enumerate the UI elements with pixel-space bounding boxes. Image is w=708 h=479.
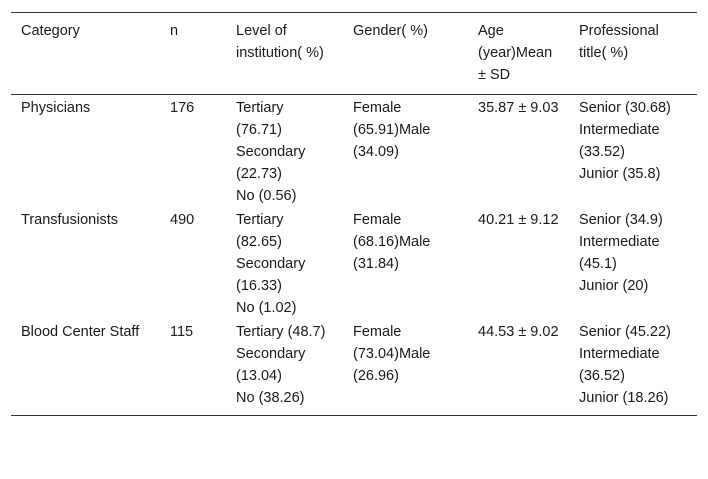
title-senior: Senior (30.68) bbox=[579, 100, 671, 116]
demographics-table: Category n Level of institution( %) Gend… bbox=[11, 12, 697, 416]
level-tertiary: Tertiary (48.7) bbox=[236, 324, 326, 340]
header-level: Level of institution( %) bbox=[226, 12, 343, 95]
title-junior: Junior (20) bbox=[579, 278, 649, 294]
table-row: Blood Center Staff 115 Tertiary (48.7) S… bbox=[11, 320, 697, 416]
level-secondary: Secondary (22.73) bbox=[236, 144, 306, 182]
level-secondary: Secondary (13.04) bbox=[236, 346, 306, 384]
title-junior: Junior (18.26) bbox=[579, 390, 669, 406]
header-title: Professional title( %) bbox=[569, 12, 697, 95]
cell-level: Tertiary (82.65) Secondary (16.33) No (1… bbox=[226, 208, 343, 320]
table-row: Transfusionists 490 Tertiary (82.65) Sec… bbox=[11, 208, 697, 320]
title-junior: Junior (35.8) bbox=[579, 166, 661, 182]
cell-category: Physicians bbox=[21, 100, 91, 116]
cell-title: Senior (45.22) Intermediate (36.52) Juni… bbox=[569, 320, 697, 416]
header-n: n bbox=[160, 12, 226, 95]
table-header-row: Category n Level of institution( %) Gend… bbox=[11, 12, 697, 95]
header-age: Age (year)Mean ± SD bbox=[468, 12, 569, 95]
level-tertiary: Tertiary (82.65) bbox=[236, 212, 284, 250]
cell-n: 176 bbox=[170, 100, 195, 116]
level-no: No (0.56) bbox=[236, 188, 297, 204]
level-secondary: Secondary (16.33) bbox=[236, 256, 306, 294]
cell-level: Tertiary (76.71) Secondary (22.73) No (0… bbox=[226, 95, 343, 209]
cell-age: 40.21 ± 9.12 bbox=[478, 212, 559, 228]
title-senior: Senior (34.9) bbox=[579, 212, 663, 228]
cell-gender: Female (73.04)Male (26.96) bbox=[343, 320, 468, 416]
level-tertiary: Tertiary (76.71) bbox=[236, 100, 284, 138]
header-gender: Gender( %) bbox=[343, 12, 468, 95]
cell-age: 35.87 ± 9.03 bbox=[478, 100, 559, 116]
cell-category: Transfusionists bbox=[21, 212, 118, 228]
cell-gender: Female (68.16)Male (31.84) bbox=[353, 212, 431, 272]
cell-n: 490 bbox=[170, 212, 195, 228]
data-table-container: Category n Level of institution( %) Gend… bbox=[11, 12, 697, 416]
header-category: Category bbox=[11, 12, 160, 95]
level-no: No (1.02) bbox=[236, 300, 297, 316]
cell-level: Tertiary (48.7) Secondary (13.04) No (38… bbox=[226, 320, 343, 416]
cell-n: 115 bbox=[160, 320, 226, 416]
title-senior: Senior (45.22) bbox=[579, 324, 671, 340]
cell-title: Senior (30.68) Intermediate (33.52) Juni… bbox=[569, 95, 697, 209]
cell-category: Blood Center Staff bbox=[11, 320, 160, 416]
cell-title: Senior (34.9) Intermediate (45.1) Junior… bbox=[569, 208, 697, 320]
table-row: Physicians 176 Tertiary (76.71) Secondar… bbox=[11, 95, 697, 209]
cell-age: 44.53 ± 9.02 bbox=[468, 320, 569, 416]
level-no: No (38.26) bbox=[236, 390, 305, 406]
title-intermediate: Intermediate (33.52) bbox=[579, 122, 660, 160]
title-intermediate: Intermediate (36.52) bbox=[579, 346, 660, 384]
cell-gender: Female (65.91)Male (34.09) bbox=[353, 100, 431, 160]
title-intermediate: Intermediate (45.1) bbox=[579, 234, 660, 272]
